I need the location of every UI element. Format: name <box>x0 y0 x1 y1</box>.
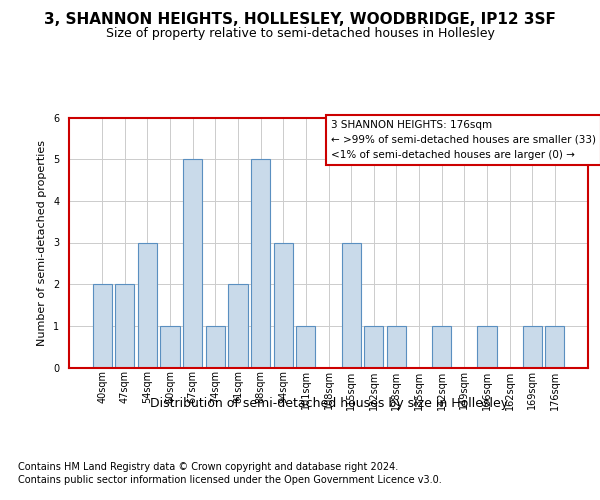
Bar <box>432 326 451 368</box>
Text: 3 SHANNON HEIGHTS: 176sqm
← >99% of semi-detached houses are smaller (33)
<1% of: 3 SHANNON HEIGHTS: 176sqm ← >99% of semi… <box>331 120 596 160</box>
Bar <box>364 326 383 368</box>
Bar <box>545 326 565 368</box>
Bar <box>92 284 112 368</box>
Y-axis label: Number of semi-detached properties: Number of semi-detached properties <box>37 140 47 346</box>
Bar <box>477 326 497 368</box>
Bar <box>523 326 542 368</box>
Bar <box>296 326 316 368</box>
Bar <box>251 159 270 368</box>
Bar <box>341 242 361 368</box>
Bar <box>206 326 225 368</box>
Bar <box>183 159 202 368</box>
Bar <box>115 284 134 368</box>
Bar <box>160 326 180 368</box>
Text: Contains public sector information licensed under the Open Government Licence v3: Contains public sector information licen… <box>18 475 442 485</box>
Bar <box>138 242 157 368</box>
Text: 3, SHANNON HEIGHTS, HOLLESLEY, WOODBRIDGE, IP12 3SF: 3, SHANNON HEIGHTS, HOLLESLEY, WOODBRIDG… <box>44 12 556 28</box>
Text: Size of property relative to semi-detached houses in Hollesley: Size of property relative to semi-detach… <box>106 28 494 40</box>
Bar <box>229 284 248 368</box>
Text: Contains HM Land Registry data © Crown copyright and database right 2024.: Contains HM Land Registry data © Crown c… <box>18 462 398 472</box>
Text: Distribution of semi-detached houses by size in Hollesley: Distribution of semi-detached houses by … <box>150 398 508 410</box>
Bar <box>387 326 406 368</box>
Bar <box>274 242 293 368</box>
